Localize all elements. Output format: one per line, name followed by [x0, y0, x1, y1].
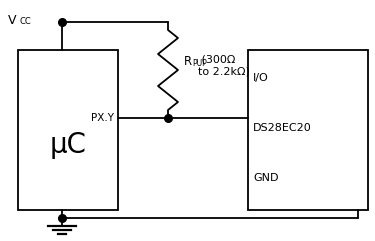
Text: I/O: I/O [253, 73, 269, 83]
Bar [248, 50, 368, 210]
Text: (300Ω
to 2.2kΩ): (300Ω to 2.2kΩ) [198, 55, 250, 77]
Text: μC: μC [50, 131, 87, 159]
Text: GND: GND [253, 173, 279, 183]
Text: CC: CC [20, 17, 32, 26]
Text: V: V [8, 14, 16, 27]
Text: PX.Y: PX.Y [91, 113, 114, 123]
Text: DS28EC20: DS28EC20 [253, 123, 312, 133]
Text: R: R [184, 55, 192, 68]
Text: PUP: PUP [192, 59, 207, 68]
Bar [18, 50, 118, 210]
